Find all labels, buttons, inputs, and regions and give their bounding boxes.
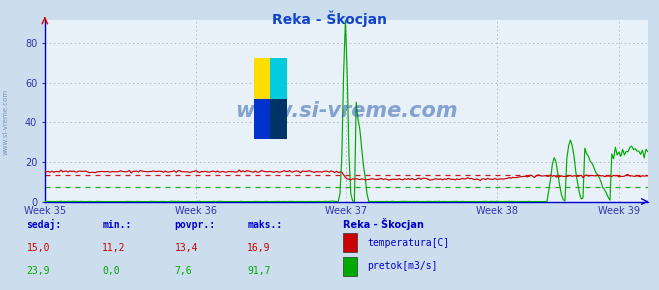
Text: 15,0: 15,0 [26,243,50,253]
Text: www.si-vreme.com: www.si-vreme.com [235,101,457,121]
Text: 11,2: 11,2 [102,243,126,253]
Text: temperatura[C]: temperatura[C] [367,238,449,248]
Text: pretok[m3/s]: pretok[m3/s] [367,261,438,271]
Text: maks.:: maks.: [247,220,282,230]
Bar [270,58,287,99]
Bar [270,99,287,139]
Text: sedaj:: sedaj: [26,219,61,230]
Text: Reka - Škocjan: Reka - Škocjan [272,10,387,27]
Text: 23,9: 23,9 [26,266,50,276]
Bar [254,58,270,99]
Text: min.:: min.: [102,220,132,230]
Text: povpr.:: povpr.: [175,220,215,230]
Text: Reka - Škocjan: Reka - Škocjan [343,218,424,230]
Text: 7,6: 7,6 [175,266,192,276]
Text: 91,7: 91,7 [247,266,271,276]
Text: 16,9: 16,9 [247,243,271,253]
Text: 0,0: 0,0 [102,266,120,276]
Text: www.si-vreme.com: www.si-vreme.com [2,89,9,155]
Bar [254,99,270,139]
Text: 13,4: 13,4 [175,243,198,253]
